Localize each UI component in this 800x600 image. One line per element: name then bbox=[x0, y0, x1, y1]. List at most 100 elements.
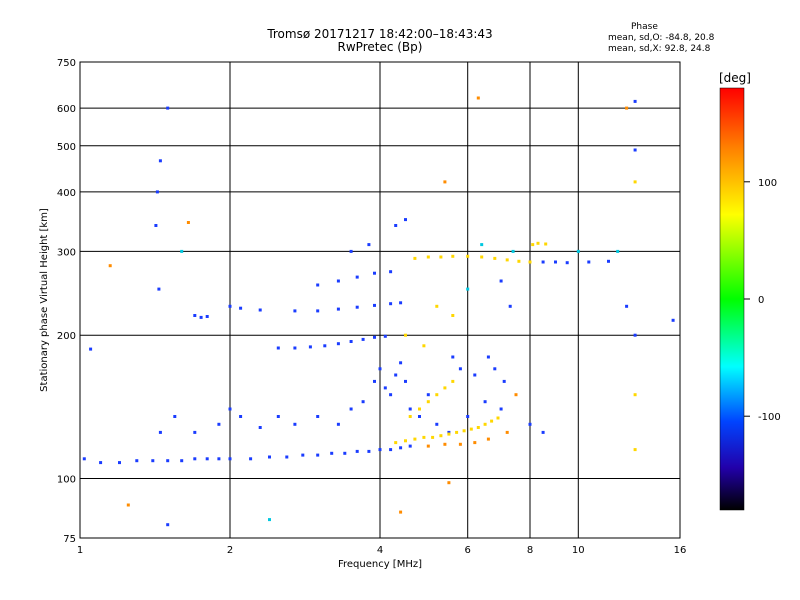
data-point bbox=[349, 340, 353, 343]
data-point bbox=[228, 457, 232, 461]
data-point bbox=[89, 347, 93, 351]
data-point bbox=[462, 429, 466, 433]
data-point bbox=[378, 367, 382, 371]
data-point bbox=[447, 430, 451, 434]
grid-lines bbox=[79, 61, 681, 539]
data-point bbox=[180, 459, 184, 463]
data-point bbox=[193, 457, 197, 461]
data-point bbox=[157, 287, 161, 291]
data-point bbox=[336, 307, 340, 311]
colorbar-ticks: 100 0 -100 bbox=[744, 178, 781, 423]
data-point bbox=[126, 503, 130, 507]
data-point bbox=[180, 249, 184, 253]
data-point bbox=[447, 481, 451, 485]
data-point bbox=[383, 386, 387, 390]
data-point bbox=[435, 393, 439, 397]
data-point bbox=[536, 241, 540, 245]
data-point bbox=[367, 449, 371, 453]
data-point bbox=[426, 393, 430, 397]
data-point bbox=[451, 254, 455, 258]
data-point bbox=[511, 249, 515, 253]
data-point bbox=[455, 430, 459, 434]
data-point bbox=[505, 430, 509, 434]
data-point bbox=[473, 373, 477, 377]
y-axis-label: Stationary phase Virtual Height [km] bbox=[39, 208, 50, 392]
data-point bbox=[616, 249, 620, 253]
data-point bbox=[336, 279, 340, 283]
x-tick-label: 10 bbox=[572, 545, 585, 556]
data-point bbox=[316, 453, 320, 457]
data-point bbox=[439, 434, 443, 438]
data-point bbox=[82, 457, 86, 461]
chart-title: Tromsø 20171217 18:42:00–18:43:43 bbox=[267, 27, 493, 41]
x-tick-label: 1 bbox=[77, 545, 83, 556]
data-point bbox=[389, 393, 393, 397]
data-point bbox=[514, 393, 518, 397]
data-point bbox=[239, 306, 243, 310]
data-point bbox=[154, 224, 158, 227]
data-point bbox=[404, 218, 407, 222]
data-point bbox=[249, 457, 253, 461]
data-point bbox=[426, 400, 430, 404]
data-point bbox=[118, 461, 121, 465]
data-point bbox=[394, 441, 398, 445]
data-point bbox=[378, 448, 382, 452]
data-point bbox=[99, 461, 103, 465]
data-point bbox=[367, 243, 371, 247]
data-point bbox=[355, 305, 359, 309]
data-point bbox=[531, 243, 535, 247]
y-tick-label: 300 bbox=[57, 247, 76, 258]
data-point bbox=[493, 367, 497, 371]
data-point bbox=[508, 304, 512, 308]
data-point bbox=[458, 442, 462, 446]
data-point bbox=[404, 379, 407, 383]
y-tick-label: 75 bbox=[63, 534, 76, 545]
data-point bbox=[451, 314, 455, 317]
data-point bbox=[483, 422, 487, 426]
data-point bbox=[476, 426, 480, 429]
data-point bbox=[447, 432, 451, 436]
y-tick-label: 200 bbox=[57, 331, 76, 342]
data-point bbox=[443, 180, 447, 184]
data-point bbox=[528, 422, 532, 426]
colorbar-tick-label: -100 bbox=[758, 412, 781, 423]
data-point bbox=[443, 442, 447, 446]
data-point bbox=[373, 271, 376, 275]
colorbar-tick-label: 100 bbox=[758, 178, 777, 189]
plot-frame bbox=[79, 61, 681, 539]
data-point bbox=[228, 304, 232, 308]
y-tick-label: 500 bbox=[57, 142, 76, 153]
data-points bbox=[82, 96, 675, 527]
y-tick-label: 600 bbox=[57, 104, 76, 115]
chart-subtitle: RwPretec (Bp) bbox=[337, 40, 423, 54]
data-point bbox=[399, 301, 403, 305]
data-point bbox=[633, 448, 637, 452]
data-point bbox=[316, 309, 320, 313]
data-point bbox=[473, 441, 477, 445]
data-point bbox=[466, 415, 470, 418]
data-point bbox=[173, 415, 177, 418]
colorbar bbox=[719, 87, 745, 511]
data-point bbox=[490, 419, 494, 423]
y-tick-label: 400 bbox=[57, 188, 76, 199]
data-point bbox=[439, 255, 443, 259]
data-point bbox=[293, 346, 297, 350]
data-point bbox=[422, 344, 426, 348]
data-point bbox=[205, 315, 209, 318]
data-point bbox=[276, 346, 280, 350]
data-point bbox=[205, 457, 209, 461]
data-point bbox=[373, 379, 376, 383]
data-point bbox=[268, 455, 271, 459]
data-point bbox=[166, 106, 170, 110]
data-point bbox=[166, 459, 170, 463]
data-point bbox=[151, 459, 155, 463]
data-point bbox=[625, 304, 629, 308]
data-point bbox=[336, 342, 340, 346]
data-point bbox=[565, 261, 569, 265]
data-point bbox=[404, 333, 407, 337]
data-point bbox=[408, 444, 412, 448]
data-point bbox=[373, 303, 376, 307]
data-point bbox=[361, 400, 365, 404]
data-point bbox=[480, 255, 484, 259]
